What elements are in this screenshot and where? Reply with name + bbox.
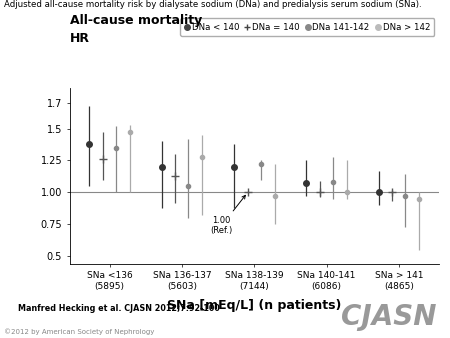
Text: Manfred Hecking et al. CJASN 2012;7:92-100: Manfred Hecking et al. CJASN 2012;7:92-1… — [18, 304, 220, 313]
Legend: DNa < 140, DNa = 140, DNa 141-142, DNa > 142: DNa < 140, DNa = 140, DNa 141-142, DNa >… — [180, 18, 434, 36]
Text: ©2012 by American Society of Nephrology: ©2012 by American Society of Nephrology — [4, 328, 155, 335]
Text: Adjusted all-cause mortality risk by dialysate sodium (DNa) and predialysis seru: Adjusted all-cause mortality risk by dia… — [4, 0, 422, 9]
Text: 1.00
(Ref.): 1.00 (Ref.) — [211, 195, 245, 235]
Text: HR: HR — [70, 32, 90, 45]
Text: CJASN: CJASN — [341, 303, 436, 331]
Text: All-cause mortality: All-cause mortality — [70, 14, 202, 26]
Text: SNa [mEq/L] (n patients): SNa [mEq/L] (n patients) — [167, 299, 342, 312]
